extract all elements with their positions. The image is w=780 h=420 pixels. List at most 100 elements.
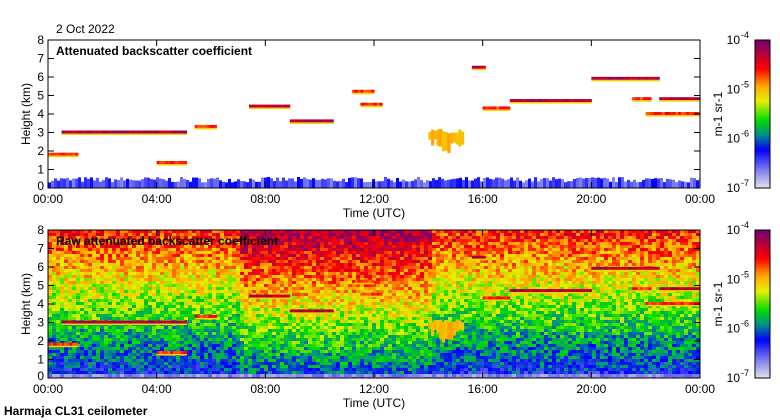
noise-cell [324, 353, 328, 356]
noise-cell [80, 239, 84, 242]
noise-cell [152, 326, 156, 329]
noise-cell [332, 341, 336, 344]
noise-cell [196, 344, 200, 347]
noise-cell [244, 275, 248, 278]
noise-cell [100, 368, 104, 371]
noise-cell [224, 290, 228, 293]
noise-cell [116, 299, 120, 302]
noise-cell [132, 296, 136, 299]
noise-cell [256, 257, 260, 260]
cloud-layer-cell [545, 99, 549, 103]
noise-cell [180, 287, 184, 290]
noise-cell [276, 326, 280, 329]
noise-cell [104, 275, 108, 278]
noise-cell [276, 257, 280, 260]
noise-cell [220, 260, 224, 263]
noise-cell [336, 356, 340, 359]
noise-cell [248, 359, 252, 362]
noise-cell [276, 332, 280, 335]
noise-cell [84, 242, 88, 245]
noise-cell [76, 260, 80, 263]
noise-cell [136, 314, 140, 317]
noise-cell [340, 311, 344, 314]
noise-cell [96, 353, 100, 356]
noise-cell [120, 278, 124, 281]
noise-cell [68, 245, 72, 248]
noise-cell [368, 251, 372, 254]
noise-cell [236, 242, 240, 245]
noise-cell [224, 260, 228, 263]
noise-cell [332, 254, 336, 257]
noise-cell [252, 332, 256, 335]
near-surface-signal [84, 177, 87, 188]
cloud-layer-edge [661, 115, 666, 117]
noise-cell [268, 266, 272, 269]
noise-cell [272, 344, 276, 347]
noise-cell [192, 260, 196, 263]
cloud-layer-cell [485, 106, 489, 110]
noise-cell [148, 278, 152, 281]
cloud-layer-edge [322, 122, 326, 124]
noise-cell [92, 317, 96, 320]
noise-cell [180, 275, 184, 278]
noise-cell [128, 329, 132, 332]
near-surface-signal [63, 178, 66, 188]
noise-cell [264, 245, 268, 248]
noise-cell [84, 308, 88, 311]
cloud-layer-cell [281, 104, 285, 108]
noise-cell [232, 344, 236, 347]
noise-cell [360, 374, 364, 377]
colorbar-cell [755, 74, 770, 76]
noise-cell [76, 257, 80, 260]
noise-cell [232, 335, 236, 338]
noise-cell [304, 341, 308, 344]
cloud-layer-cell [167, 161, 171, 165]
noise-cell [172, 341, 176, 344]
noise-cell [336, 248, 340, 251]
noise-cell [308, 251, 312, 254]
noise-cell [372, 242, 376, 245]
noise-cell [220, 230, 224, 233]
noise-cell [228, 248, 232, 251]
noise-cell [244, 332, 248, 335]
noise-cell [160, 242, 164, 245]
noise-cell [156, 278, 160, 281]
noise-cell [60, 251, 64, 254]
near-surface-signal [504, 180, 507, 188]
cloud-layer-cell [561, 99, 565, 103]
noise-cell [312, 374, 316, 377]
near-surface-signal [399, 181, 402, 188]
noise-cell [284, 266, 288, 269]
noise-cell [372, 239, 376, 242]
noise-cell [344, 281, 348, 284]
noise-cell [60, 335, 64, 338]
cloud-layer-cell [637, 97, 641, 101]
near-surface-signal [324, 179, 327, 188]
noise-cell [120, 284, 124, 287]
noise-cell [300, 269, 304, 272]
noise-cell [92, 368, 96, 371]
cloud-layer-cell [615, 76, 619, 80]
noise-cell [288, 317, 292, 320]
noise-cell [348, 254, 352, 257]
noise-cell [352, 290, 356, 293]
noise-cell [132, 302, 136, 305]
noise-cell [184, 338, 188, 341]
noise-cell [372, 269, 376, 272]
noise-cell [92, 356, 96, 359]
noise-cell [272, 278, 276, 281]
noise-cell [300, 374, 304, 377]
noise-cell [84, 230, 88, 233]
near-surface-signal [507, 179, 510, 188]
noise-cell [176, 275, 180, 278]
cloud-layer-cell [249, 104, 253, 108]
noise-cell [276, 311, 280, 314]
noise-cell [68, 350, 72, 353]
noise-cell [248, 245, 252, 248]
noise-cell [92, 263, 96, 266]
noise-cell [272, 248, 276, 251]
noise-cell [104, 353, 108, 356]
noise-cell [296, 347, 300, 350]
near-surface-signal [336, 181, 339, 188]
